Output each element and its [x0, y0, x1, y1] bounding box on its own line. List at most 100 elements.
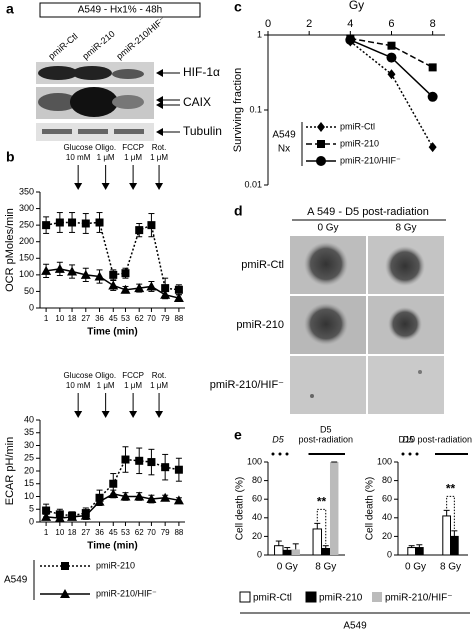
bar [329, 462, 339, 555]
marker [387, 41, 396, 50]
marker [41, 265, 52, 275]
x-axis-label: Time (min) [87, 327, 137, 338]
y-axis-label: Cell death (%) [365, 477, 376, 540]
header-box [39, 2, 201, 18]
x-tick-label: 70 [147, 314, 156, 323]
marker [68, 218, 77, 227]
x-tick-label: 18 [68, 314, 77, 323]
band [72, 66, 112, 80]
x-tick-label: 36 [95, 528, 104, 537]
blot-panel: A549 - Hx1% - 48h pmiR-Ctl pmiR-210 pmiR… [36, 2, 222, 141]
panel-letter: e [234, 427, 242, 443]
treatment-name: FCCP [122, 143, 144, 152]
x-tick-label: 18 [68, 528, 77, 537]
marker [42, 221, 51, 230]
legend-title: A549 [343, 621, 367, 632]
treatment-dose: 1 μM [97, 153, 115, 162]
legend-label: pmiR-210/HIF⁻ [340, 155, 401, 165]
x-tick-label: 62 [135, 314, 144, 323]
treatment-name: Oligo. [95, 371, 116, 380]
marker [160, 289, 171, 299]
y-tick-label: 25 [24, 453, 34, 463]
x-tick-label: 45 [109, 528, 118, 537]
marker [147, 458, 156, 467]
legend-title: Nx [278, 144, 290, 155]
blot-header: A549 - Hx1% - 48h [78, 5, 163, 16]
x-axis-label: Gy [349, 0, 364, 12]
y-tick-label: 50 [24, 286, 34, 296]
column-label: 8 Gy [395, 223, 416, 234]
cell [418, 370, 422, 374]
legend-marker [317, 140, 325, 148]
arrow-head [129, 411, 138, 418]
legend-label: pmiR-Ctl [340, 121, 375, 131]
y-tick-label: 100 [377, 456, 392, 466]
marker [95, 218, 104, 227]
marker [134, 491, 145, 501]
series-line [45, 221, 179, 291]
y-tick-label: 40 [382, 512, 392, 522]
treatment-dose: 1 μM [150, 381, 168, 390]
marker [41, 511, 52, 521]
y-tick-label: 350 [19, 186, 34, 196]
x-tick-label: 53 [121, 314, 130, 323]
y-tick-label: 20 [382, 531, 392, 541]
legend-label: pmiR-210 [340, 138, 379, 148]
marker [80, 269, 91, 279]
marker [345, 34, 356, 45]
treatment-name: Rot. [152, 371, 167, 380]
marker [120, 284, 131, 294]
treatment-name: Glucose [63, 143, 93, 152]
timeline-dot [408, 452, 412, 456]
marker [146, 281, 157, 291]
x-tick-label: 36 [95, 314, 104, 323]
marker [42, 506, 51, 515]
treatment-name: Glucose [63, 371, 93, 380]
x-tick-label: 45 [109, 314, 118, 323]
y-tick-label: 35 [24, 427, 34, 437]
arrow-head [155, 183, 164, 190]
marker [94, 271, 105, 281]
arrow-head [156, 128, 163, 136]
treatment-dose: 1 μM [150, 153, 168, 162]
band [114, 129, 144, 134]
y-tick-label: 150 [19, 253, 34, 263]
y-axis-label: Cell death (%) [235, 477, 246, 540]
x-tick-label: 88 [174, 314, 183, 323]
marker [121, 269, 130, 278]
marker [428, 142, 437, 153]
imaging-title: A 549 - D5 post-radiation [307, 206, 429, 218]
micrograph [368, 356, 444, 414]
timeline-dot [285, 452, 289, 456]
bar [312, 528, 323, 556]
y-axis-label: ECAR pH/min [4, 437, 16, 505]
bar [407, 547, 416, 556]
protein-label: Tubulin [183, 124, 222, 138]
spheroid [304, 303, 348, 345]
y-tick-label: 100 [247, 456, 262, 466]
x-tick-label: 53 [121, 528, 130, 537]
timeline-dot [278, 452, 282, 456]
marker [161, 463, 170, 472]
y-tick-label: 30 [24, 440, 34, 450]
marker [173, 293, 184, 303]
row-label: pmiR-210 [236, 319, 284, 331]
panel-letter: d [234, 203, 243, 219]
legend-title: A549 [4, 575, 28, 586]
marker [146, 494, 157, 504]
band [38, 66, 78, 80]
treatment-name: Oligo. [95, 143, 116, 152]
treatment-dose: 10 mM [66, 153, 91, 162]
arrow-head [101, 411, 110, 418]
treatment-label: D10 post-radiation [398, 434, 472, 444]
legend-marker [61, 562, 69, 570]
panel-letter: a [6, 1, 14, 17]
legend-swatch [305, 591, 317, 603]
legend-label: pmiR-210 [96, 560, 135, 570]
cell [310, 394, 314, 398]
band [42, 129, 72, 134]
legend-swatch [372, 592, 382, 602]
x-tick-label: 8 [430, 18, 436, 30]
panel-letter: b [6, 149, 15, 165]
